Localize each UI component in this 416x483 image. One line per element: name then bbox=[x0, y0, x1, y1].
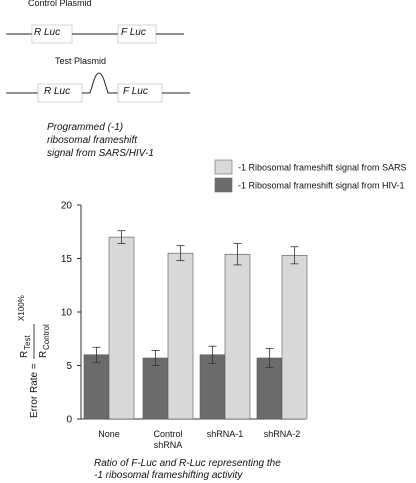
legend-label: -1 Ribosomal frameshift signal from SARS bbox=[238, 163, 407, 173]
y-tick-label: 10 bbox=[61, 308, 73, 319]
sars-bar bbox=[224, 253, 251, 420]
sars-bar bbox=[281, 254, 308, 420]
y-tick-label: 15 bbox=[61, 254, 73, 265]
y-label-den-main: R bbox=[38, 351, 49, 358]
test-fluc-label: F Luc bbox=[123, 86, 148, 97]
hiv-bar bbox=[83, 354, 110, 420]
x-category-label: None bbox=[98, 429, 120, 439]
legend-label: -1 Ribosomal frameshift signal from HIV-… bbox=[238, 181, 405, 191]
test-plasmid-label: Test Plasmid bbox=[55, 56, 107, 66]
frameshift-signal-caption: Programmed (-1) ribosomal frameshift sig… bbox=[47, 122, 154, 159]
control-fluc-label: F Luc bbox=[121, 27, 146, 38]
test-rluc-label: R Luc bbox=[44, 86, 71, 97]
y-label-prefix: Error Rate = bbox=[29, 363, 40, 418]
y-tick-label: 5 bbox=[66, 361, 72, 372]
plasmid-schematic bbox=[6, 24, 190, 103]
hiv-bar bbox=[199, 354, 226, 420]
chart-caption: Ratio of F-Luc and R-Luc representing th… bbox=[94, 458, 281, 481]
y-label-num-main: R bbox=[19, 351, 30, 358]
control-rluc-label: R Luc bbox=[34, 27, 61, 38]
x-category-label: shRNA-2 bbox=[264, 429, 301, 439]
y-tick-label: 0 bbox=[66, 415, 72, 426]
hiv-bar bbox=[142, 357, 169, 420]
y-label-num-sub: Test bbox=[23, 335, 32, 350]
control-plasmid-construct bbox=[6, 24, 184, 44]
x-category-label: shRNA-1 bbox=[207, 429, 244, 439]
legend-swatch bbox=[214, 177, 233, 193]
y-label-den-sub: Control bbox=[42, 324, 51, 350]
frameshift-signal-stemloop bbox=[82, 72, 118, 94]
control-plasmid-label: Control Plasmid bbox=[28, 0, 92, 8]
sars-bar bbox=[167, 252, 194, 420]
legend-swatch bbox=[214, 159, 233, 175]
sars-bar bbox=[108, 236, 135, 420]
x-category-label: Control bbox=[153, 429, 182, 439]
x-category-label: shRNA bbox=[154, 440, 183, 450]
test-plasmid-construct bbox=[6, 72, 190, 103]
y-label-suffix: X100% bbox=[17, 295, 26, 321]
y-tick-label: 20 bbox=[61, 201, 73, 212]
